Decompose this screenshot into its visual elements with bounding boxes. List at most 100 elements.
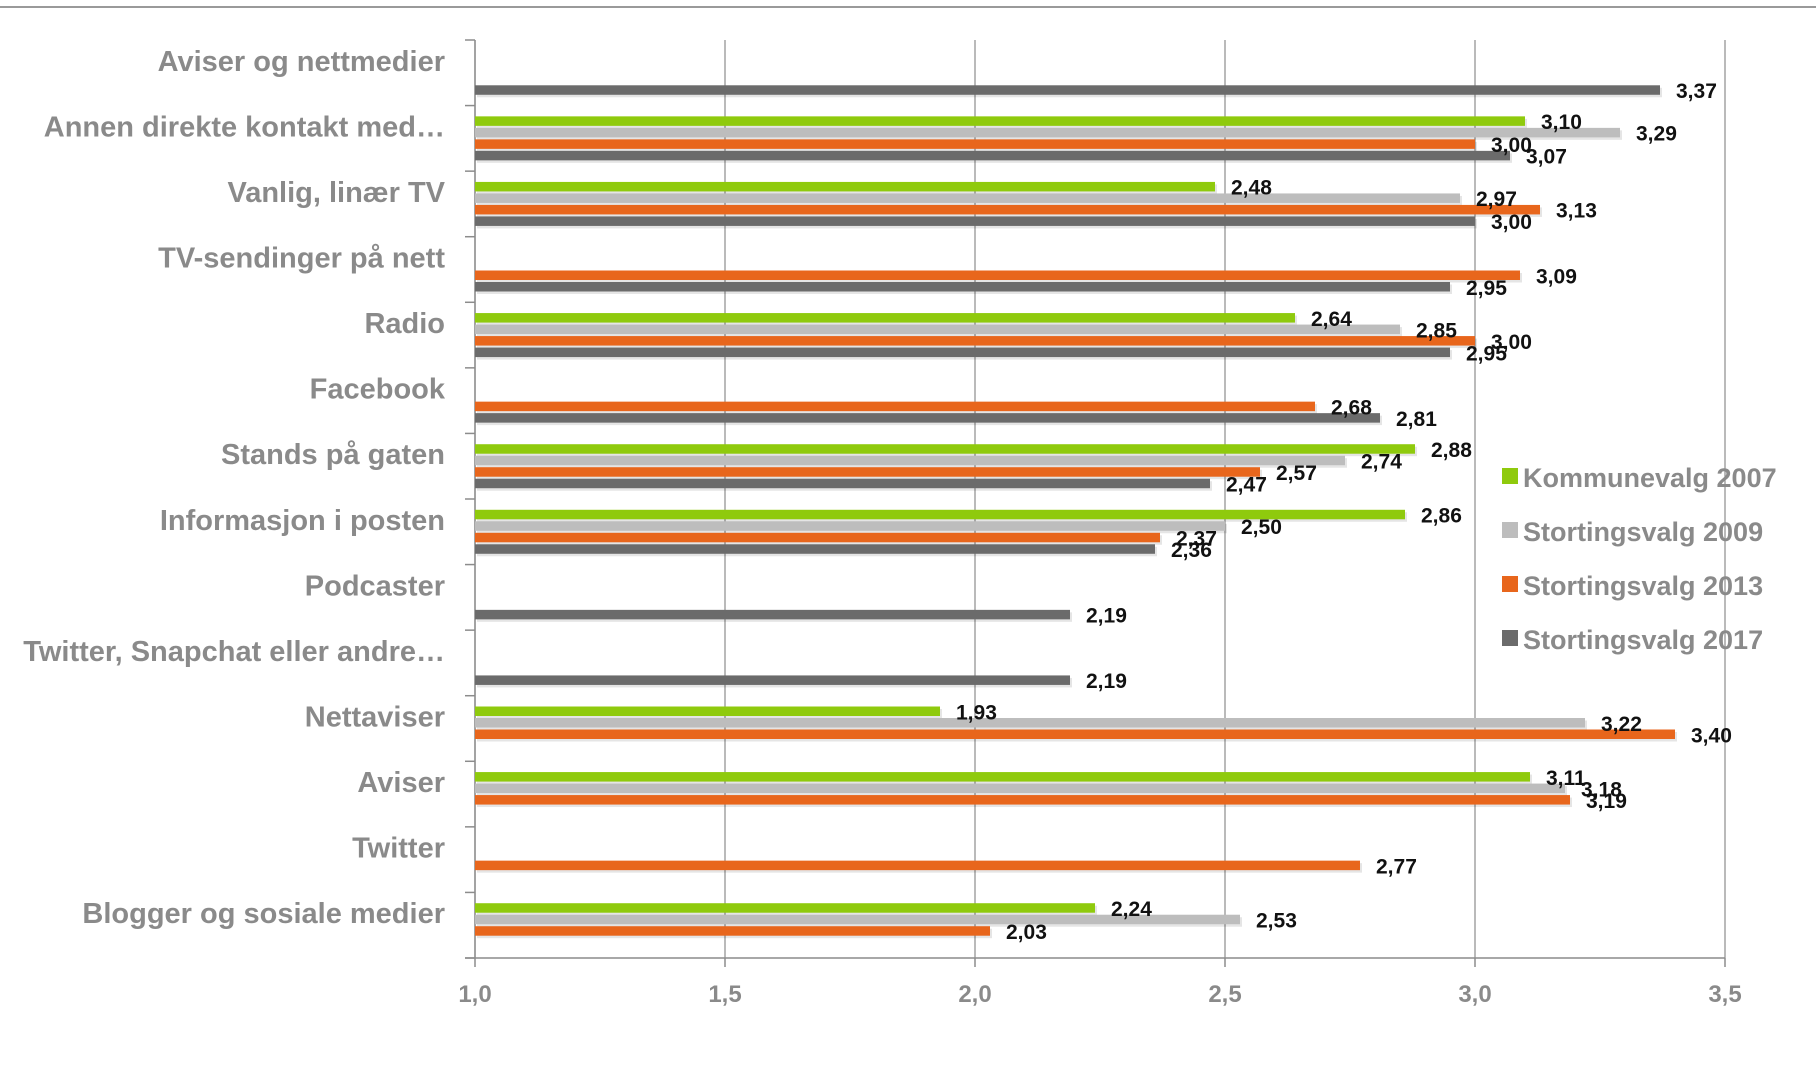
category-label: Facebook [310,374,446,406]
data-label: 3,10 [1541,111,1582,134]
gridlines [724,40,1726,958]
category-label: Blogger og sosiale medier [82,898,445,930]
category-label: Stands på gaten [221,439,445,471]
legend-label: Stortingsvalg 2017 [1523,625,1763,655]
bar [475,772,1530,782]
bar [475,675,1070,685]
x-tick-label: 3,0 [1458,981,1491,1008]
bar [475,509,1405,520]
data-label: 2,47 [1226,473,1267,496]
data-label: 2,64 [1311,308,1352,331]
data-label: 3,09 [1536,265,1577,288]
data-label: 2,74 [1361,450,1402,473]
data-label: 3,00 [1491,134,1532,157]
category-label: Informasjon i posten [160,505,445,537]
data-label: 3,18 [1581,778,1622,801]
legend: Kommunevalg 2007 Stortingsvalg 2009 Storti… [1502,463,1777,655]
data-label: 2,57 [1276,462,1317,485]
bar [475,324,1400,335]
data-label: 2,03 [1006,921,1047,944]
data-label: 3,29 [1636,123,1677,146]
x-tick-label: 1,0 [458,981,491,1008]
data-label: 2,97 [1476,188,1517,211]
data-label: 3,22 [1601,713,1642,736]
bar [475,903,1095,913]
bar [475,729,1675,739]
bar [475,181,1215,192]
x-tick-labels: 1,0 1,5 2,0 2,5 3,0 3,5 [458,981,1741,1008]
bar [475,860,1360,871]
bar [475,270,1520,280]
data-label: 2,95 [1466,277,1507,300]
data-label: 2,37 [1176,528,1217,551]
x-tick-label: 2,0 [958,981,991,1008]
bars [475,85,1677,939]
data-label: 2,24 [1111,898,1152,921]
legend-label: Stortingsvalg 2013 [1523,571,1763,601]
category-label: Radio [364,308,445,340]
bar [475,347,1450,358]
bar [475,150,1510,161]
x-tick-label: 2,5 [1208,981,1241,1008]
bar [475,401,1315,412]
legend-swatch [1502,576,1518,592]
category-label: Aviser og nettmedier [158,46,445,78]
bar [475,609,1070,620]
bar [475,478,1210,489]
category-label: Twitter [352,833,445,865]
category-labels: Aviser og nettmedier Annen direkte kontak… [23,46,446,930]
bar [475,204,1540,215]
data-label: 2,86 [1421,505,1462,528]
bar [475,313,1295,323]
bar [475,783,1565,794]
bar [475,718,1585,728]
data-label: 3,19 [1586,790,1627,813]
bar [475,85,1660,95]
data-label: 3,00 [1491,331,1532,354]
x-tick-label: 1,5 [708,981,741,1008]
legend-swatch [1502,522,1518,538]
legend-label: Stortingsvalg 2009 [1523,517,1763,547]
data-label: 2,88 [1431,439,1472,462]
bar [475,193,1460,203]
data-label: 1,93 [956,701,997,724]
bar [475,795,1570,805]
category-label: Nettaviser [305,702,445,734]
data-label: 3,37 [1676,80,1717,103]
legend-label: Kommunevalg 2007 [1523,463,1777,493]
category-label: Vanlig, linær TV [227,177,445,209]
data-label: 2,81 [1396,408,1437,431]
data-label: 2,19 [1086,605,1127,628]
bar [475,216,1475,226]
data-label: 2,48 [1231,177,1272,200]
bar [475,926,990,936]
axes [465,39,1726,967]
category-label: Podcaster [305,570,445,602]
bar [475,116,1525,126]
data-label: 2,50 [1241,516,1282,539]
bar [475,282,1450,292]
data-label: 2,95 [1466,342,1507,365]
bar [475,532,1160,543]
bar [475,139,1475,149]
bar [475,444,1415,454]
category-label: Annen direkte kontakt med… [44,111,445,143]
data-label: 2,36 [1171,539,1212,562]
data-label: 2,85 [1416,319,1457,342]
category-label: Twitter, Snapchat eller andre… [23,636,445,668]
bar [475,127,1620,138]
top-divider-line [0,6,1816,8]
data-label: 2,19 [1086,670,1127,693]
bar [475,706,940,716]
legend-swatch [1502,630,1518,646]
bar [475,336,1475,346]
bar [475,914,1240,925]
data-label: 3,11 [1546,767,1586,790]
data-label: 2,77 [1376,855,1417,878]
data-label: 3,00 [1491,211,1532,234]
bar [475,467,1260,477]
data-label: 3,07 [1526,146,1567,169]
data-label: 2,53 [1256,909,1297,932]
data-labels: 3,373,10 3,293,003,072,48 2,97 3,133,003,09… [956,80,1732,944]
